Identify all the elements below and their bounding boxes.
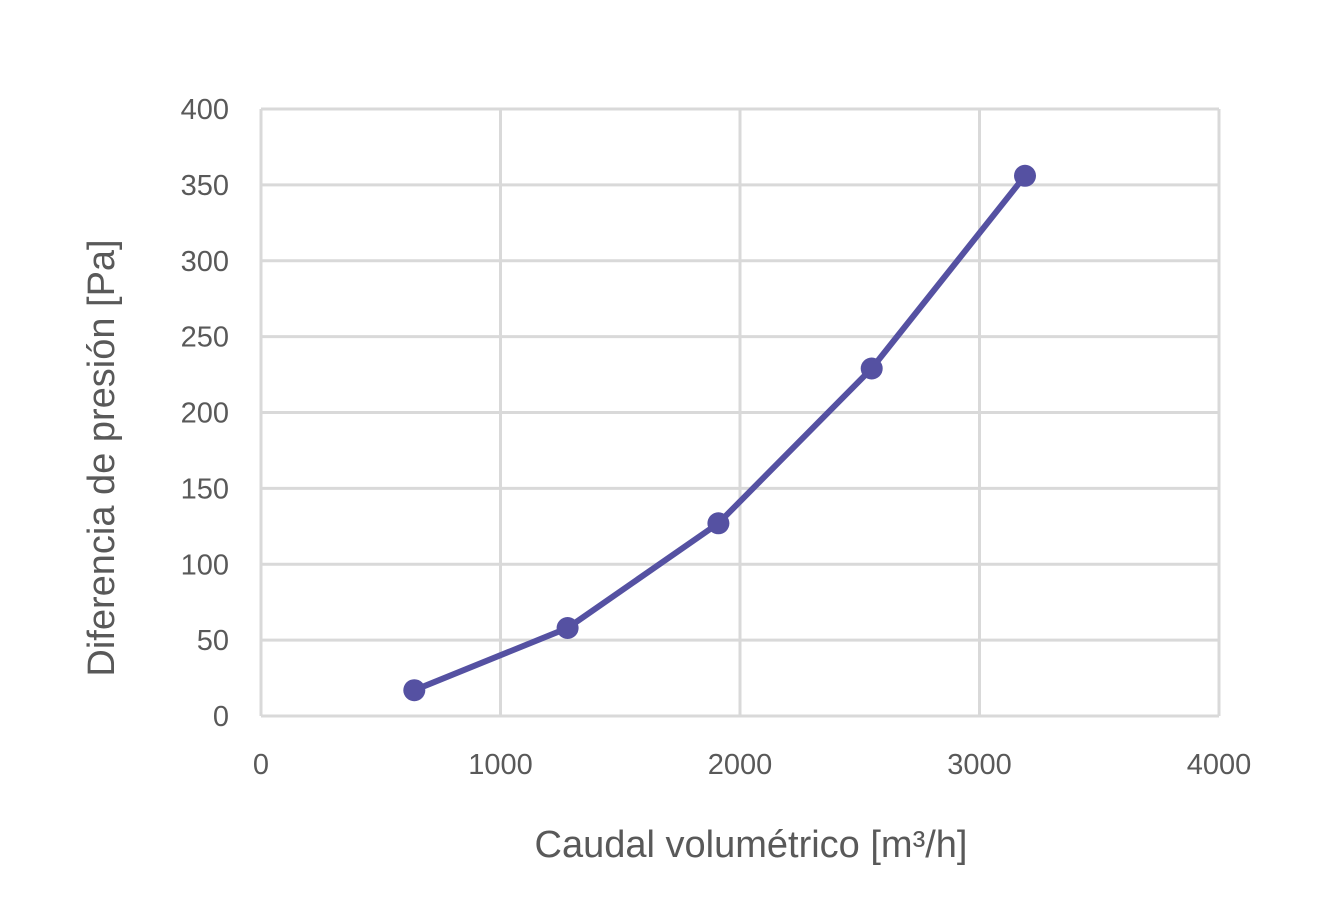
y-tick-label: 300 [181,246,229,278]
series-layer [403,164,1036,702]
y-tick-label: 150 [181,473,229,505]
data-point [1014,164,1036,187]
x-tick-label: 0 [253,749,269,781]
y-tick-label: 350 [181,170,229,202]
data-point [860,357,883,380]
data-point [707,512,730,535]
x-axis-label: Caudal volumétrico [m³/h] [535,824,968,866]
series-line [411,172,1028,694]
y-tick-label: 0 [213,701,229,733]
x-tick-label: 3000 [947,749,1012,781]
y-tick-label: 200 [181,398,229,430]
axis-layer [259,109,1219,718]
x-tick-label: 1000 [468,749,533,781]
x-tick-label: 4000 [1187,749,1252,781]
y-tick-label: 50 [197,625,229,657]
grid-layer [261,107,1221,716]
data-point [403,679,426,702]
y-tick-label: 400 [181,94,229,126]
data-point [556,617,579,639]
x-tick-label: 2000 [708,749,773,781]
y-tick-label: 100 [181,549,229,581]
y-tick-label: 250 [181,322,229,354]
x-tick-labels: 0 1000 2000 3000 4000 [253,749,1251,781]
y-axis-label: Diferencia de presión [Pa] [81,239,123,676]
y-tick-labels: 0 50 100 150 200 250 300 350 400 [181,94,229,733]
